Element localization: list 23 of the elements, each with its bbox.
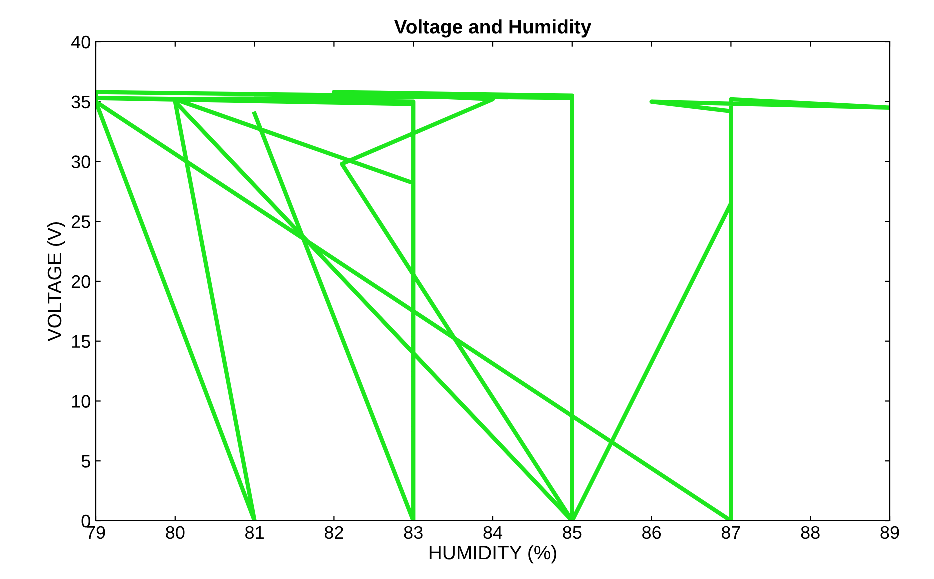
x-tick-label: 82 [324,526,344,540]
y-tick-label: 35 [72,96,90,109]
x-tick-label: 86 [642,526,662,540]
chart-title: Voltage and Humidity [394,20,592,38]
x-tick-label: 88 [801,526,820,540]
x-tick-label: 80 [166,526,185,540]
x-tick-label: 87 [722,526,740,540]
y-tick-label: 30 [72,156,90,168]
y-tick-label: 10 [72,395,90,408]
x-tick-label: 83 [404,526,423,540]
x-tick-label: 85 [563,526,582,540]
y-tick-label: 40 [71,36,90,49]
y-tick-label: 20 [72,275,90,288]
y-axis-title: VOLTAGE (V) [47,222,66,342]
x-tick-label: 89 [880,526,900,540]
x-axis-title: HUMIDITY (%) [430,545,556,564]
y-tick-label: 15 [72,335,90,348]
y-tick-label: 25 [72,216,90,228]
x-tick-label: 84 [484,526,503,540]
x-tick-label: 79 [86,526,106,540]
y-tick-label: 0 [82,514,90,528]
y-tick-label: 5 [82,455,90,468]
x-tick-label: 81 [246,526,264,540]
